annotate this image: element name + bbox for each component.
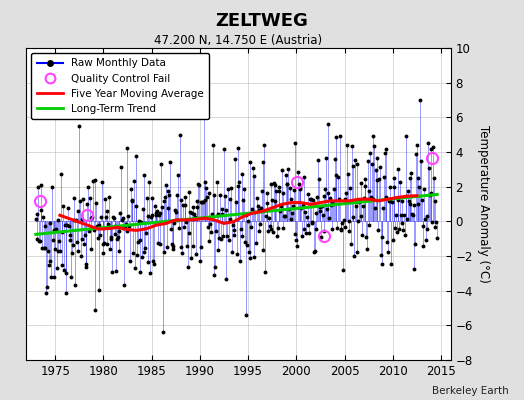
Y-axis label: Temperature Anomaly (°C): Temperature Anomaly (°C): [476, 125, 489, 283]
Text: Berkeley Earth: Berkeley Earth: [432, 386, 508, 396]
Title: 47.200 N, 14.750 E (Austria): 47.200 N, 14.750 E (Austria): [155, 34, 322, 47]
Legend: Raw Monthly Data, Quality Control Fail, Five Year Moving Average, Long-Term Tren: Raw Monthly Data, Quality Control Fail, …: [31, 53, 209, 119]
Text: ZELTWEG: ZELTWEG: [215, 12, 309, 30]
